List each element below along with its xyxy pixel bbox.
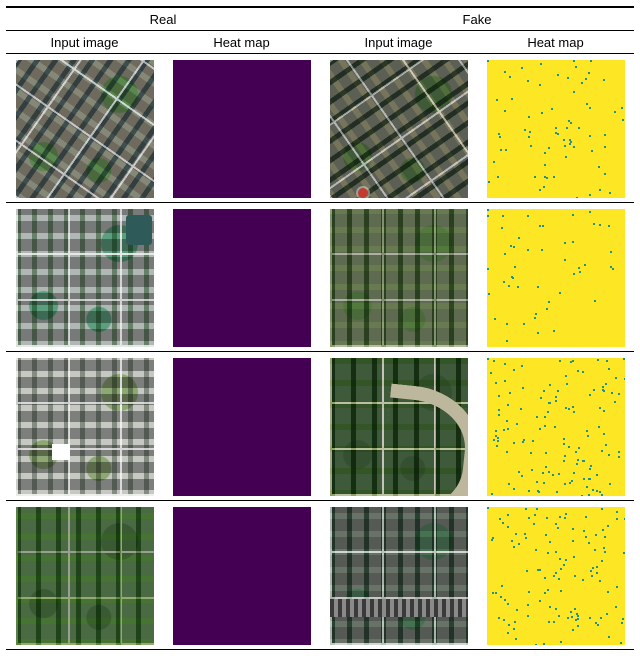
- cell-real-heat: [163, 507, 320, 645]
- cell-fake-heat: [477, 507, 634, 645]
- tile-real-input: [16, 60, 154, 198]
- cell-fake-heat: [477, 209, 634, 347]
- header-row-2: Input image Heat map Input image Heat ma…: [6, 31, 634, 53]
- header-input-fake: Input image: [320, 31, 477, 53]
- tile-real-heat: [173, 507, 311, 645]
- tile-fake-heat: [487, 209, 625, 347]
- grid-row: [6, 203, 634, 352]
- cell-real-heat: [163, 209, 320, 347]
- cell-fake-input: [320, 209, 477, 347]
- tile-fake-input: [330, 209, 468, 347]
- tile-fake-input: [330, 358, 468, 496]
- header-heatmap-fake: Heat map: [477, 31, 634, 53]
- grid-row: [6, 501, 634, 650]
- cell-real-input: [6, 60, 163, 198]
- cell-fake-input: [320, 358, 477, 496]
- header-row-1: Real Fake: [6, 8, 634, 30]
- figure-grid: Real Fake Input image Heat map Input ima…: [6, 6, 634, 650]
- rows-container: [6, 54, 634, 650]
- tile-fake-heat: [487, 60, 625, 198]
- tile-fake-input: [330, 507, 468, 645]
- cell-real-input: [6, 507, 163, 645]
- cell-fake-heat: [477, 60, 634, 198]
- cell-fake-input: [320, 507, 477, 645]
- cell-fake-heat: [477, 358, 634, 496]
- tile-real-input: [16, 507, 154, 645]
- header-heatmap-real: Heat map: [163, 31, 320, 53]
- tile-real-heat: [173, 358, 311, 496]
- cell-fake-input: [320, 60, 477, 198]
- header-real: Real: [6, 8, 320, 30]
- tile-fake-heat: [487, 507, 625, 645]
- tile-real-input: [16, 358, 154, 496]
- tile-real-heat: [173, 209, 311, 347]
- tile-fake-input: [330, 60, 468, 198]
- tile-real-input: [16, 209, 154, 347]
- header-fake: Fake: [320, 8, 634, 30]
- header-input-real: Input image: [6, 31, 163, 53]
- grid-row: [6, 54, 634, 203]
- cell-real-input: [6, 358, 163, 496]
- cell-real-input: [6, 209, 163, 347]
- tile-real-heat: [173, 60, 311, 198]
- cell-real-heat: [163, 358, 320, 496]
- cell-real-heat: [163, 60, 320, 198]
- tile-fake-heat: [487, 358, 625, 496]
- grid-row: [6, 352, 634, 501]
